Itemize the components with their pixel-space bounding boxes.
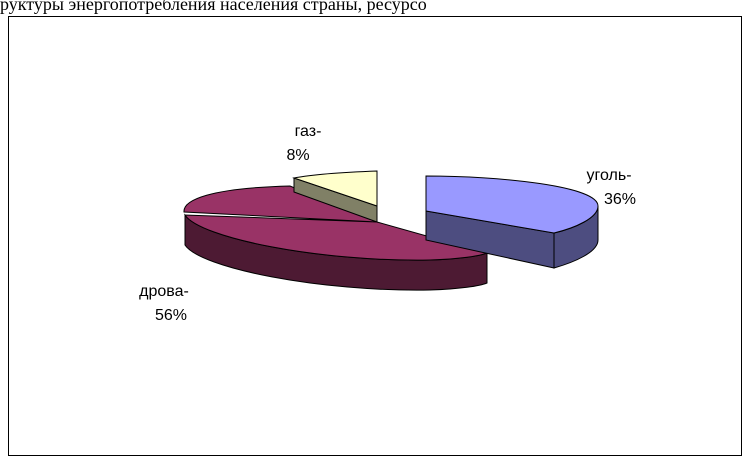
slice-ugol-top <box>425 175 599 234</box>
page-header-text: руктуры энергопотребления населения стра… <box>0 0 427 14</box>
label-ugol-name: уголь- <box>586 167 631 184</box>
label-gaz-name: газ- <box>295 123 322 140</box>
slice-drova-top <box>183 185 489 261</box>
label-drova-name: дрова- <box>139 283 189 300</box>
label-ugol-value: 36% <box>604 191 636 208</box>
pie-slices <box>183 170 599 291</box>
label-drova-value: 56% <box>155 307 187 324</box>
label-gaz-value: 8% <box>286 147 309 164</box>
slice-gaz-top <box>292 170 378 207</box>
